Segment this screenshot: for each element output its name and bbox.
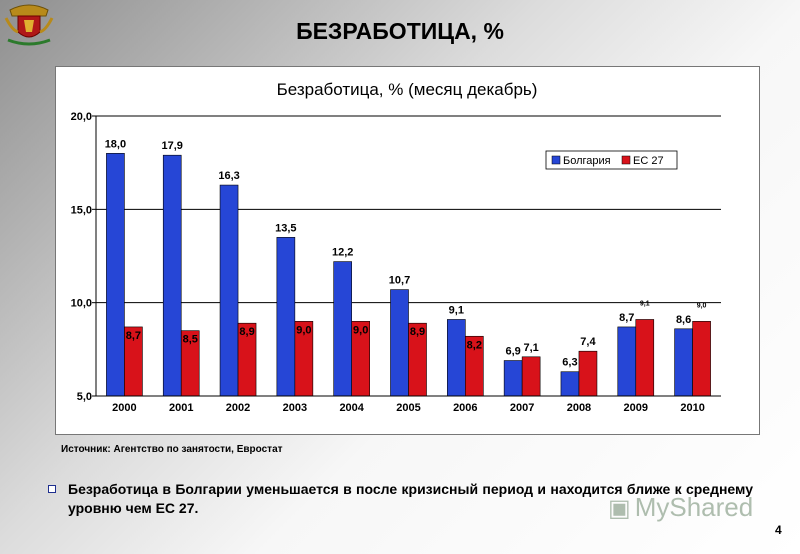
source-note: Источник: Агентство по занятости, Еврост…: [61, 444, 283, 455]
data-label-eu27: 9,0: [296, 324, 311, 336]
x-tick-label: 2009: [624, 402, 648, 414]
y-tick-label: 20,0: [71, 111, 92, 123]
x-tick-label: 2005: [396, 402, 420, 414]
chart-axes: 5,0 10,0 15,0 20,0 2000 2001 2002 2003 2004 2005 2…: [71, 111, 721, 414]
square-bullet-icon: [48, 485, 56, 493]
coat-of-arms-logo: [2, 2, 56, 46]
y-tick-label: 15,0: [71, 204, 92, 216]
slide-title: БЕЗРАБОТИЦА, %: [296, 18, 504, 44]
bar-bulgaria: [560, 371, 580, 397]
unemployment-bar-chart: Безработица, % (месяц декабрь) 18,0 8,7 17…: [71, 80, 721, 414]
data-label-bulgaria: 8,6: [676, 314, 691, 326]
data-label-eu27: 7,4: [580, 336, 596, 348]
x-tick-label: 2002: [226, 402, 250, 414]
data-label-bulgaria: 12,2: [332, 247, 353, 259]
watermark-text: MyShared: [634, 492, 754, 522]
bar-bulgaria: [106, 153, 125, 397]
bar-eu27: [521, 356, 541, 397]
x-tick-label: 2008: [567, 402, 591, 414]
data-label-bulgaria: 13,5: [275, 222, 296, 234]
legend-box: [545, 150, 678, 170]
legend-label-bulgaria: Болгария: [563, 155, 611, 167]
data-label-eu27: 9,0: [697, 302, 707, 309]
legend-label-eu27: ЕС 27: [633, 155, 664, 167]
chart-legend: Болгария ЕС 27: [545, 150, 678, 170]
legend-swatch-eu27: [621, 155, 631, 165]
y-tick-label: 10,0: [71, 298, 92, 310]
chart-title: Безработица, % (месяц декабрь): [277, 80, 538, 99]
bar-eu27: [578, 350, 598, 397]
bar-bulgaria: [390, 289, 409, 397]
bar-bulgaria: [447, 319, 466, 397]
data-label-eu27: 8,5: [183, 334, 198, 346]
bar-bulgaria: [674, 328, 693, 397]
chart-frame: Безработица, % (месяц декабрь) 18,0 8,7 17…: [55, 66, 760, 435]
data-label-eu27: 8,9: [239, 326, 254, 338]
bullet-point: Безработица в Болгарии уменьшается в пос…: [48, 480, 760, 518]
data-label-eu27: 8,9: [410, 326, 425, 338]
legend-swatch-bulgaria: [551, 155, 561, 165]
bar-eu27: [635, 319, 655, 397]
chart-data-labels: 18,0 8,7 17,9 8,5 16,3 8,9 13,5 9,0 12,2 9,0 10,7 8…: [105, 138, 707, 368]
bullet-text: Безработица в Болгарии уменьшается в пос…: [68, 481, 753, 516]
watermark: ▣ MyShared: [608, 492, 753, 523]
bar-bulgaria: [162, 154, 182, 397]
data-label-eu27: 7,1: [523, 342, 538, 354]
data-label-bulgaria: 10,7: [389, 275, 410, 287]
presentation-board-icon: ▣: [608, 495, 631, 522]
data-label-eu27: 8,2: [467, 339, 482, 351]
data-label-eu27: 9,1: [640, 300, 650, 307]
data-label-eu27: 8,7: [126, 330, 141, 342]
bar-bulgaria: [503, 360, 523, 397]
x-tick-label: 2006: [453, 402, 477, 414]
data-label-bulgaria: 6,3: [562, 357, 577, 369]
data-label-eu27: 9,0: [353, 324, 368, 336]
data-label-bulgaria: 17,9: [162, 140, 183, 152]
data-label-bulgaria: 9,1: [449, 304, 464, 316]
bar-bulgaria: [219, 184, 239, 397]
page-number: 4: [775, 523, 782, 537]
x-tick-label: 2004: [339, 402, 364, 414]
x-tick-label: 2000: [112, 402, 136, 414]
data-label-bulgaria: 8,7: [619, 312, 634, 324]
x-tick-label: 2010: [680, 402, 704, 414]
bar-eu27: [692, 321, 711, 397]
data-label-bulgaria: 6,9: [505, 346, 520, 358]
data-label-bulgaria: 16,3: [218, 170, 239, 182]
x-tick-label: 2007: [510, 402, 534, 414]
data-label-bulgaria: 18,0: [105, 138, 126, 150]
y-tick-label: 5,0: [77, 391, 92, 403]
x-tick-label: 2003: [283, 402, 307, 414]
bar-bulgaria: [333, 261, 352, 397]
bar-bulgaria: [617, 326, 637, 397]
x-tick-label: 2001: [169, 402, 193, 414]
bar-bulgaria: [276, 237, 296, 397]
